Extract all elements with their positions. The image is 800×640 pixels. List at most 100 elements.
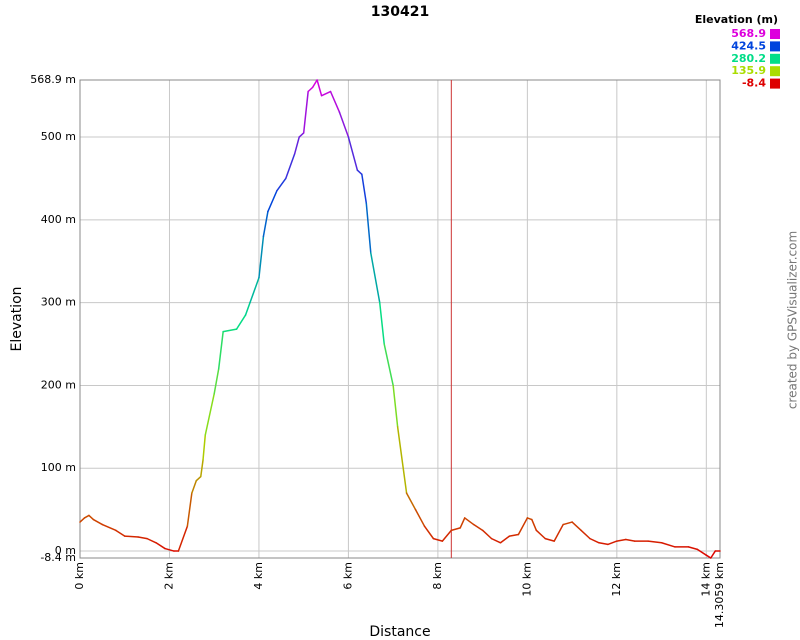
elevation-segment — [370, 252, 381, 304]
legend-label: 424.5 — [731, 39, 766, 52]
x-tick-label: 8 km — [431, 562, 444, 590]
elevation-segment — [356, 169, 363, 176]
elevation-segment — [616, 538, 627, 542]
elevation-segment — [311, 79, 318, 89]
elevation-segment — [553, 523, 564, 542]
legend-label: 280.2 — [731, 52, 766, 65]
elevation-segment — [472, 523, 484, 532]
y-tick-label: 568.9 m — [30, 73, 76, 86]
elevation-segment — [396, 426, 408, 494]
elevation-segment — [316, 79, 323, 97]
watermark: created by GPSVisualizer.com — [786, 231, 800, 409]
elevation-segment — [88, 514, 95, 521]
elevation-segment — [647, 540, 663, 544]
elevation-segment — [186, 492, 193, 527]
elevation-segment — [298, 132, 305, 138]
elevation-segment — [146, 537, 157, 544]
elevation-segment — [405, 492, 417, 511]
elevation-segment — [531, 518, 538, 532]
x-tick-label: 12 km — [610, 562, 623, 597]
legend-swatch — [770, 78, 780, 89]
elevation-segment — [414, 508, 426, 527]
elevation-segment — [249, 277, 260, 304]
elevation-segment — [222, 328, 238, 333]
elevation-segment — [213, 368, 220, 395]
legend-swatch — [770, 29, 780, 39]
elevation-segment — [293, 136, 300, 155]
elevation-segment — [204, 392, 215, 436]
y-tick-label: -8.4 m — [40, 551, 76, 564]
x-tick-label: 0 km — [73, 562, 86, 590]
elevation-segment — [625, 538, 636, 542]
elevation-segment — [320, 90, 332, 97]
elevation-segment — [137, 536, 148, 540]
elevation-segment — [696, 548, 708, 556]
elevation-segment — [432, 537, 444, 542]
elevation-segment — [383, 343, 394, 387]
elevation-segment — [101, 523, 117, 532]
elevation-segment — [687, 546, 699, 551]
elevation-segment — [441, 529, 453, 542]
elevation-segment — [459, 517, 466, 529]
y-tick-label: 400 m — [41, 213, 76, 226]
y-tick-label: 0 m — [55, 544, 76, 557]
legend-swatch — [770, 66, 780, 77]
x-tick-label: 14.3059 km — [713, 562, 726, 628]
x-axis-label: Distance — [369, 624, 430, 640]
x-tick-label: 10 km — [520, 562, 533, 597]
elevation-segment — [338, 111, 350, 138]
elevation-segment — [544, 537, 555, 542]
elevation-segment — [378, 301, 385, 345]
elevation-segment — [92, 518, 104, 526]
elevation-segment — [244, 301, 251, 316]
elevation-segment — [200, 459, 204, 478]
plot-border — [79, 79, 721, 559]
elevation-segment — [423, 525, 435, 540]
elevation-segment — [463, 517, 475, 526]
y-tick-label: 100 m — [41, 461, 76, 474]
elevation-segment — [705, 554, 712, 559]
legend-label: 568.9 — [731, 27, 766, 40]
elevation-segment — [79, 517, 86, 523]
elevation-segment — [302, 90, 309, 134]
elevation-segment — [589, 537, 600, 544]
elevation-segment — [660, 542, 676, 548]
elevation-segment — [307, 86, 314, 93]
elevation-segment — [191, 479, 198, 494]
elevation-segment — [450, 527, 462, 532]
elevation-segment — [83, 514, 90, 519]
legend-label: -8.4 — [742, 77, 766, 90]
elevation-segment — [258, 235, 265, 279]
elevation-segment — [562, 521, 573, 526]
y-axis-label: Elevation — [9, 286, 25, 351]
elevation-segment — [517, 517, 529, 536]
y-tick-label: 500 m — [41, 130, 76, 143]
y-tick-label: 200 m — [41, 378, 76, 391]
elevation-segment — [195, 475, 202, 482]
elevation-segment — [202, 434, 207, 461]
elevation-segment — [276, 177, 287, 192]
elevation-segment — [580, 529, 591, 540]
elevation-segment — [361, 173, 368, 205]
elevation-segment — [607, 540, 618, 546]
elevation-segment — [347, 136, 359, 171]
elevation-segment — [526, 517, 533, 521]
elevation-segment — [571, 521, 582, 532]
elevation-segment — [365, 202, 372, 254]
legend-title: Elevation (m) — [695, 13, 778, 26]
x-tick-label: 14 km — [699, 562, 712, 597]
elevation-segment — [115, 529, 126, 537]
x-tick-label: 6 km — [341, 562, 354, 590]
elevation-segment — [285, 152, 296, 180]
elevation-segment — [267, 190, 278, 213]
elevation-segment — [481, 529, 493, 540]
elevation-segment — [123, 535, 139, 538]
legend-label: 135.9 — [731, 64, 766, 77]
elevation-segment — [164, 547, 175, 552]
elevation-segment — [217, 330, 224, 370]
elevation-segment — [262, 210, 269, 238]
elevation-segment — [490, 537, 502, 544]
elevation-segment — [155, 542, 166, 550]
elevation-segment — [535, 529, 547, 540]
x-tick-label: 4 km — [252, 562, 265, 590]
